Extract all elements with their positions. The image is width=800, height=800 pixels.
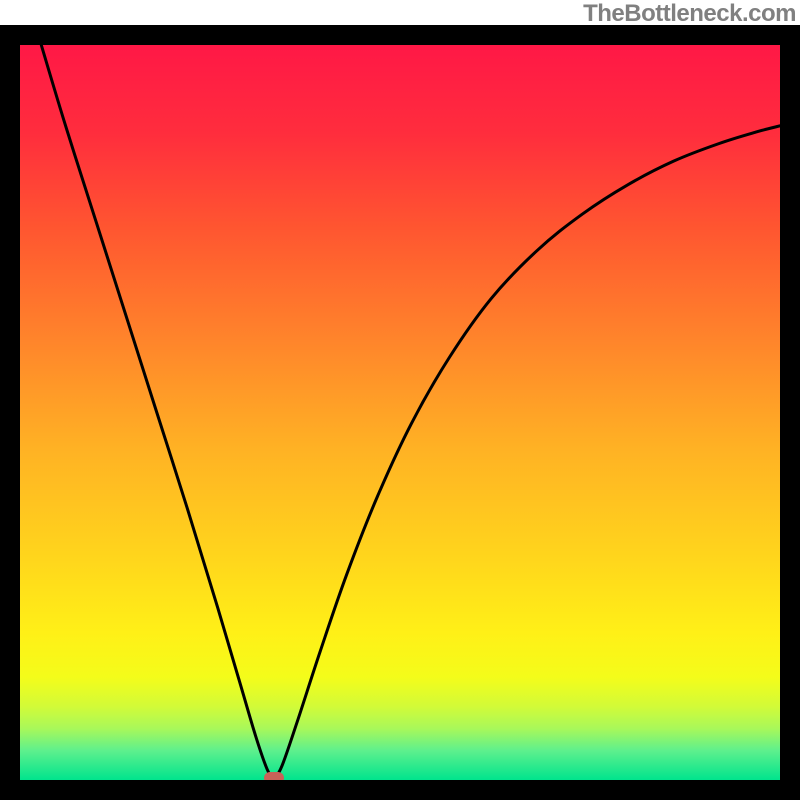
- chart-border-right: [780, 25, 800, 800]
- chart-border-bottom: [0, 780, 800, 800]
- bottleneck-curve: [20, 45, 780, 780]
- watermark-text: TheBottleneck.com: [583, 0, 796, 28]
- minimum-marker: [264, 772, 284, 780]
- bottleneck-chart: TheBottleneck.com: [0, 0, 800, 800]
- chart-border-left: [0, 25, 20, 800]
- curve-left-branch: [41, 45, 274, 780]
- chart-border-top: [0, 25, 800, 45]
- curve-right-branch: [274, 126, 780, 780]
- plot-area: [20, 45, 780, 780]
